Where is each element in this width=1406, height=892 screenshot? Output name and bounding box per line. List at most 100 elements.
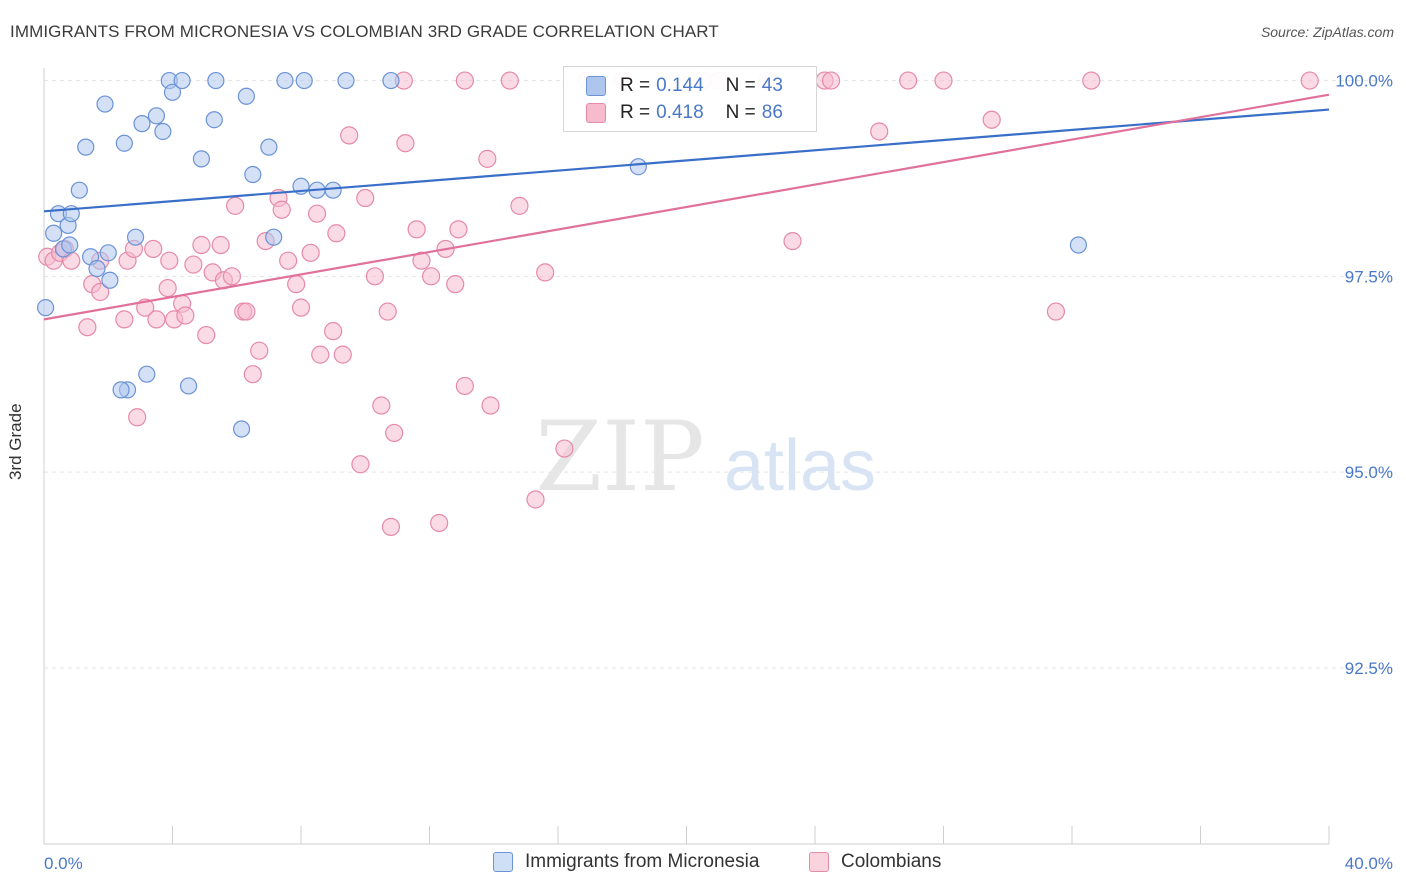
y-tick-label: 100.0%	[1335, 72, 1393, 91]
micronesia-point	[138, 365, 156, 383]
colombians-point	[243, 365, 262, 384]
y-tick-label: 95.0%	[1345, 463, 1393, 482]
legend-row-colombians: R = 0.418 N = 86	[586, 101, 783, 125]
micronesia-point	[112, 381, 130, 399]
micronesia-points	[37, 71, 1088, 438]
legend-n-value: 43	[761, 75, 783, 96]
legend-r-label: R =	[620, 102, 651, 123]
micronesia-point	[295, 71, 313, 90]
micronesia-point	[324, 181, 342, 199]
micronesia-point	[147, 107, 166, 125]
colombians-point	[237, 302, 256, 321]
colombians-point	[311, 345, 330, 364]
micronesia-point	[101, 271, 119, 289]
colombians-point	[385, 423, 404, 443]
micronesia-point	[244, 165, 262, 184]
micronesia-point	[88, 259, 106, 278]
micronesia-point	[629, 158, 647, 176]
micronesia-point	[70, 181, 88, 199]
micronesia-point	[163, 83, 182, 101]
micronesia-trend-line	[43, 108, 1330, 213]
colombians-point	[821, 71, 841, 90]
colombians-point	[500, 71, 519, 90]
colombians-point	[1046, 302, 1066, 321]
legend-n-value: 86	[761, 102, 783, 123]
colombians-point	[197, 325, 216, 345]
colombians-point	[455, 376, 474, 396]
colombians-point	[327, 224, 346, 243]
micronesia-point	[179, 377, 198, 395]
colombians-point	[291, 298, 311, 317]
chart-title: IMMIGRANTS FROM MICRONESIA VS COLOMBIAN …	[10, 22, 719, 41]
legend-n-label: N =	[725, 102, 756, 123]
colombians-point	[1300, 71, 1319, 90]
micronesia-point	[115, 134, 133, 152]
watermark: ZIP atlas	[535, 401, 876, 513]
micronesia-point	[232, 420, 251, 438]
colombians-point	[783, 231, 802, 251]
colombians-point	[158, 278, 177, 298]
colombians-point	[301, 243, 320, 262]
y-tick-label: 97.5%	[1345, 267, 1393, 286]
micronesia-point	[173, 71, 191, 90]
series-label-micronesia: Immigrants from Micronesia	[525, 851, 760, 872]
colombians-point	[899, 71, 918, 90]
colombians-point	[478, 149, 497, 168]
colombians-point	[147, 310, 166, 329]
colombians-point	[307, 204, 327, 223]
colombians-point	[378, 302, 397, 321]
colombians-point	[982, 110, 1001, 129]
colombians-point	[446, 275, 465, 294]
legend-r-value: 0.144	[656, 75, 704, 96]
legend-r-label: R =	[620, 75, 651, 96]
colombians-point	[91, 282, 110, 302]
tick-labels: 100.0% 97.5% 95.0% 92.5% 0.0% 40.0%	[44, 72, 1393, 873]
colombians-point	[396, 134, 415, 153]
colombians-point	[555, 439, 574, 458]
legend-r-value: 0.418	[656, 102, 704, 123]
micronesia-point	[192, 150, 211, 168]
micronesia-point	[205, 111, 223, 129]
colombians-point	[211, 235, 230, 255]
micronesia-point	[133, 115, 151, 133]
colombians-point	[279, 251, 298, 270]
colombians-point	[272, 200, 291, 219]
legend-swatch-pink	[586, 103, 606, 123]
micronesia-point	[99, 244, 117, 262]
watermark-zip: ZIP	[535, 401, 704, 513]
x-tick-label: 0.0%	[44, 854, 83, 873]
colombians-point	[222, 267, 242, 286]
legend-n-label: N =	[725, 75, 756, 96]
colombians-point	[481, 396, 500, 415]
colombians-point	[407, 220, 426, 239]
colombians-point	[422, 267, 441, 286]
colombians-point	[115, 310, 134, 329]
axes	[43, 68, 1330, 845]
micronesia-point	[37, 299, 55, 317]
micronesia-point	[337, 71, 355, 90]
micronesia-point	[45, 224, 63, 242]
micronesia-point	[237, 87, 255, 105]
colombians-point	[430, 513, 449, 533]
colombians-point	[78, 318, 97, 337]
colombians-point	[226, 196, 245, 215]
y-tick-label: 92.5%	[1345, 659, 1393, 678]
colombians-point	[365, 267, 384, 286]
series-swatch-pink	[809, 852, 829, 872]
chart-source: Source: ZipAtlas.com	[1260, 24, 1394, 40]
colombians-point	[1082, 71, 1101, 90]
micronesia-point	[77, 138, 95, 156]
micronesia-point	[61, 236, 79, 254]
series-legend-micronesia[interactable]: Immigrants from Micronesia	[493, 851, 759, 873]
trend-lines	[43, 93, 1330, 321]
colombians-point	[934, 71, 953, 90]
micronesia-point	[1069, 236, 1088, 254]
legend-swatch-blue	[586, 76, 606, 96]
micronesia-point	[276, 71, 294, 90]
colombians-point	[510, 196, 529, 215]
series-legend-colombians[interactable]: Colombians	[809, 851, 941, 873]
colombians-point	[333, 345, 352, 364]
legend-row-micronesia: R = 0.144 N = 43	[586, 74, 783, 98]
colombians-point	[870, 122, 889, 141]
